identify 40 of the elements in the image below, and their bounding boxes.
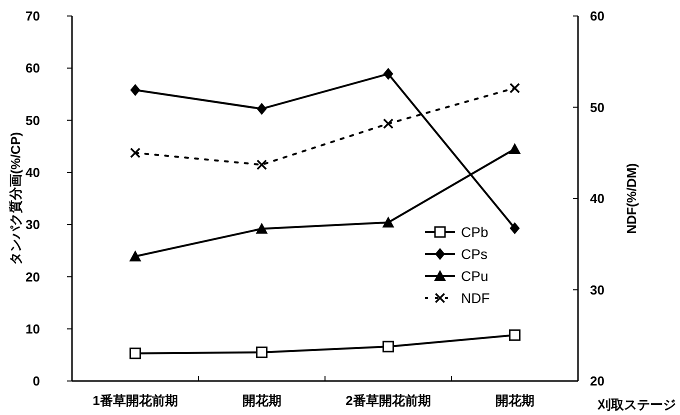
point [509,329,520,341]
y-tick-label: 20 [26,269,40,284]
x-tick-label: 開花期 [242,393,282,408]
y2-tick-label: 60 [590,8,604,24]
x-tick-label: 開花期 [495,393,534,408]
point [130,148,140,158]
legend-label: CPb [461,224,488,240]
point [129,250,142,262]
point [510,83,520,94]
x-tick-label: 2番草開花前期 [346,393,431,408]
y-tick-label: 0 [32,374,40,389]
y-tick-label: 10 [26,321,40,336]
point [130,84,140,96]
point [508,142,521,154]
point [130,348,141,360]
y2-axis-title: NDF(%/DM) [624,163,639,234]
point [382,340,394,352]
point [510,222,520,234]
legend-label: CPu [461,268,488,284]
y2-tick-label: 50 [590,100,604,115]
point [256,222,268,234]
point [383,68,394,80]
y2-tick-label: 20 [590,374,604,389]
point [256,346,268,358]
y-tick-label: 60 [26,60,40,76]
y-tick-label: 50 [26,112,40,128]
y2-tick-label: 30 [590,282,604,298]
y-tick-label: 70 [26,8,40,24]
x-tick-label: 1番草開花前期 [92,393,178,408]
point [383,118,394,129]
x-axis-title: 刈取ステージ [597,397,676,412]
y2-tick-label: 40 [590,191,604,206]
y-tick-label: 40 [26,164,40,180]
legend-label: NDF [461,290,490,306]
point [382,216,394,228]
y-tick-label: 30 [26,217,40,232]
point [256,160,267,170]
point [256,102,267,115]
y-axis-title: タンパク質分画(%/CP) [8,132,23,265]
legend-label: CPs [461,246,488,262]
